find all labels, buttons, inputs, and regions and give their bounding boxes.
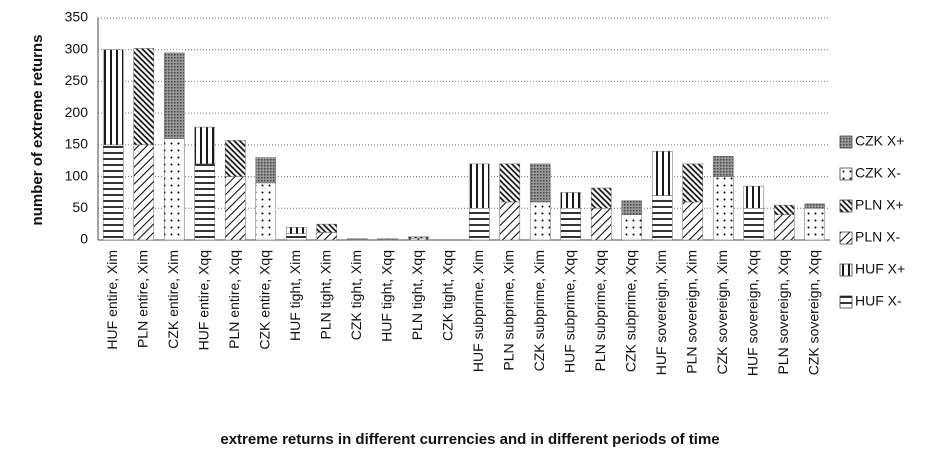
bar-segment	[468, 163, 490, 209]
bar-segment	[407, 237, 429, 241]
bar-segment	[712, 176, 734, 241]
bar-segment	[285, 227, 307, 234]
bar-segment	[682, 201, 704, 241]
legend-swatch	[839, 167, 853, 181]
legend-swatch	[839, 231, 853, 245]
bar-segment	[712, 156, 734, 177]
bar-segment	[621, 200, 643, 215]
bar-segment	[407, 236, 429, 239]
bar-segment	[529, 163, 551, 203]
y-tick-label: 150	[65, 136, 89, 152]
bar-segment	[499, 201, 521, 241]
legend-swatch	[839, 295, 853, 309]
bar-segment	[682, 163, 704, 203]
y-tick-label: 200	[65, 104, 89, 120]
bar-segment	[804, 203, 826, 209]
legend-swatch	[839, 199, 853, 213]
bar-segment	[590, 208, 612, 241]
legend-label: CZK X+	[855, 133, 904, 149]
legend-swatch	[839, 263, 853, 277]
bar-segment	[529, 201, 551, 241]
x-tick-label: CZK sovereign, Xqq	[805, 250, 821, 375]
x-tick-label: CZK entire, Xqq	[256, 250, 272, 350]
bar-segment	[194, 163, 216, 241]
bar-segment	[255, 182, 277, 241]
bar-segment	[499, 163, 521, 203]
y-tick-label: 100	[65, 167, 89, 183]
bar-segment	[560, 208, 582, 241]
y-tick-label: 300	[65, 40, 89, 56]
bar-segment	[316, 223, 338, 233]
x-tick-label: HUF subprime, Xqq	[561, 250, 577, 373]
bar-segment	[255, 157, 277, 184]
x-tick-label: HUF tight, Xqq	[378, 250, 394, 342]
x-tick-label: PLN sovereign, Xim	[683, 250, 699, 374]
x-tick-label: PLN tight, Xim	[317, 250, 333, 339]
bar-segment	[133, 48, 155, 146]
bar-segment	[590, 187, 612, 209]
x-tick-label: HUF sovereign, Xqq	[744, 250, 760, 376]
x-tick-label: CZK subprime, Xqq	[622, 250, 638, 372]
y-axis-title: number of extreme returns	[29, 35, 46, 226]
legend-label: PLN X+	[855, 197, 904, 213]
bar-segment	[163, 52, 185, 139]
bar-segment	[651, 195, 673, 241]
legend-label: CZK X-	[855, 165, 901, 181]
x-tick-label: CZK tight, Xqq	[439, 250, 455, 341]
bar-segment	[224, 140, 246, 177]
bar-segment	[194, 126, 216, 165]
bar-segment	[773, 214, 795, 241]
bar-segment	[285, 233, 307, 241]
bar-segment	[102, 49, 124, 146]
bar-segment	[743, 208, 765, 241]
legend-label: HUF X+	[855, 261, 905, 277]
bar-segment	[743, 185, 765, 209]
bar-segment	[224, 176, 246, 241]
legend-label: PLN X-	[855, 229, 900, 245]
bar-segment	[621, 214, 643, 241]
bar-segment	[316, 232, 338, 241]
y-tick-label: 250	[65, 72, 89, 88]
x-tick-label: HUF tight, Xim	[287, 250, 303, 341]
bar-segment	[804, 208, 826, 241]
x-tick-label: PLN tight, Xqq	[409, 250, 425, 340]
x-tick-label: PLN subprime, Xim	[500, 250, 516, 371]
x-tick-label: CZK subprime, Xim	[531, 250, 547, 371]
x-tick-label: CZK entire, Xim	[165, 250, 181, 349]
bar-segment	[651, 150, 673, 196]
x-tick-label: PLN sovereign, Xqq	[775, 250, 791, 375]
x-tick-label: CZK sovereign, Xim	[714, 250, 730, 374]
bar-segment	[102, 144, 124, 241]
x-tick-label: CZK tight, Xim	[348, 250, 364, 340]
bar-segment	[468, 208, 490, 241]
x-tick-label: HUF entire, Xim	[104, 250, 120, 350]
bar-segment	[133, 144, 155, 241]
x-tick-label: PLN subprime, Xqq	[592, 250, 608, 371]
x-tick-label: HUF entire, Xqq	[195, 250, 211, 350]
x-tick-label: PLN entire, Xqq	[226, 250, 242, 349]
x-tick-label: PLN entire, Xim	[134, 250, 150, 348]
bar-segment	[163, 138, 185, 241]
legend-swatch	[839, 135, 853, 149]
bar-segment	[773, 204, 795, 215]
y-tick-label: 350	[65, 9, 89, 25]
bar-segment	[346, 238, 368, 240]
bar-segment	[560, 192, 582, 209]
bar-segment	[377, 238, 399, 240]
x-axis-title: extreme returns in different currencies …	[220, 431, 719, 448]
legend-label: HUF X-	[855, 293, 902, 309]
x-tick-label: HUF sovereign, Xim	[653, 250, 669, 375]
x-tick-label: HUF subprime, Xim	[470, 250, 486, 372]
y-tick-label: 0	[80, 231, 88, 247]
y-tick-label: 50	[72, 199, 88, 215]
